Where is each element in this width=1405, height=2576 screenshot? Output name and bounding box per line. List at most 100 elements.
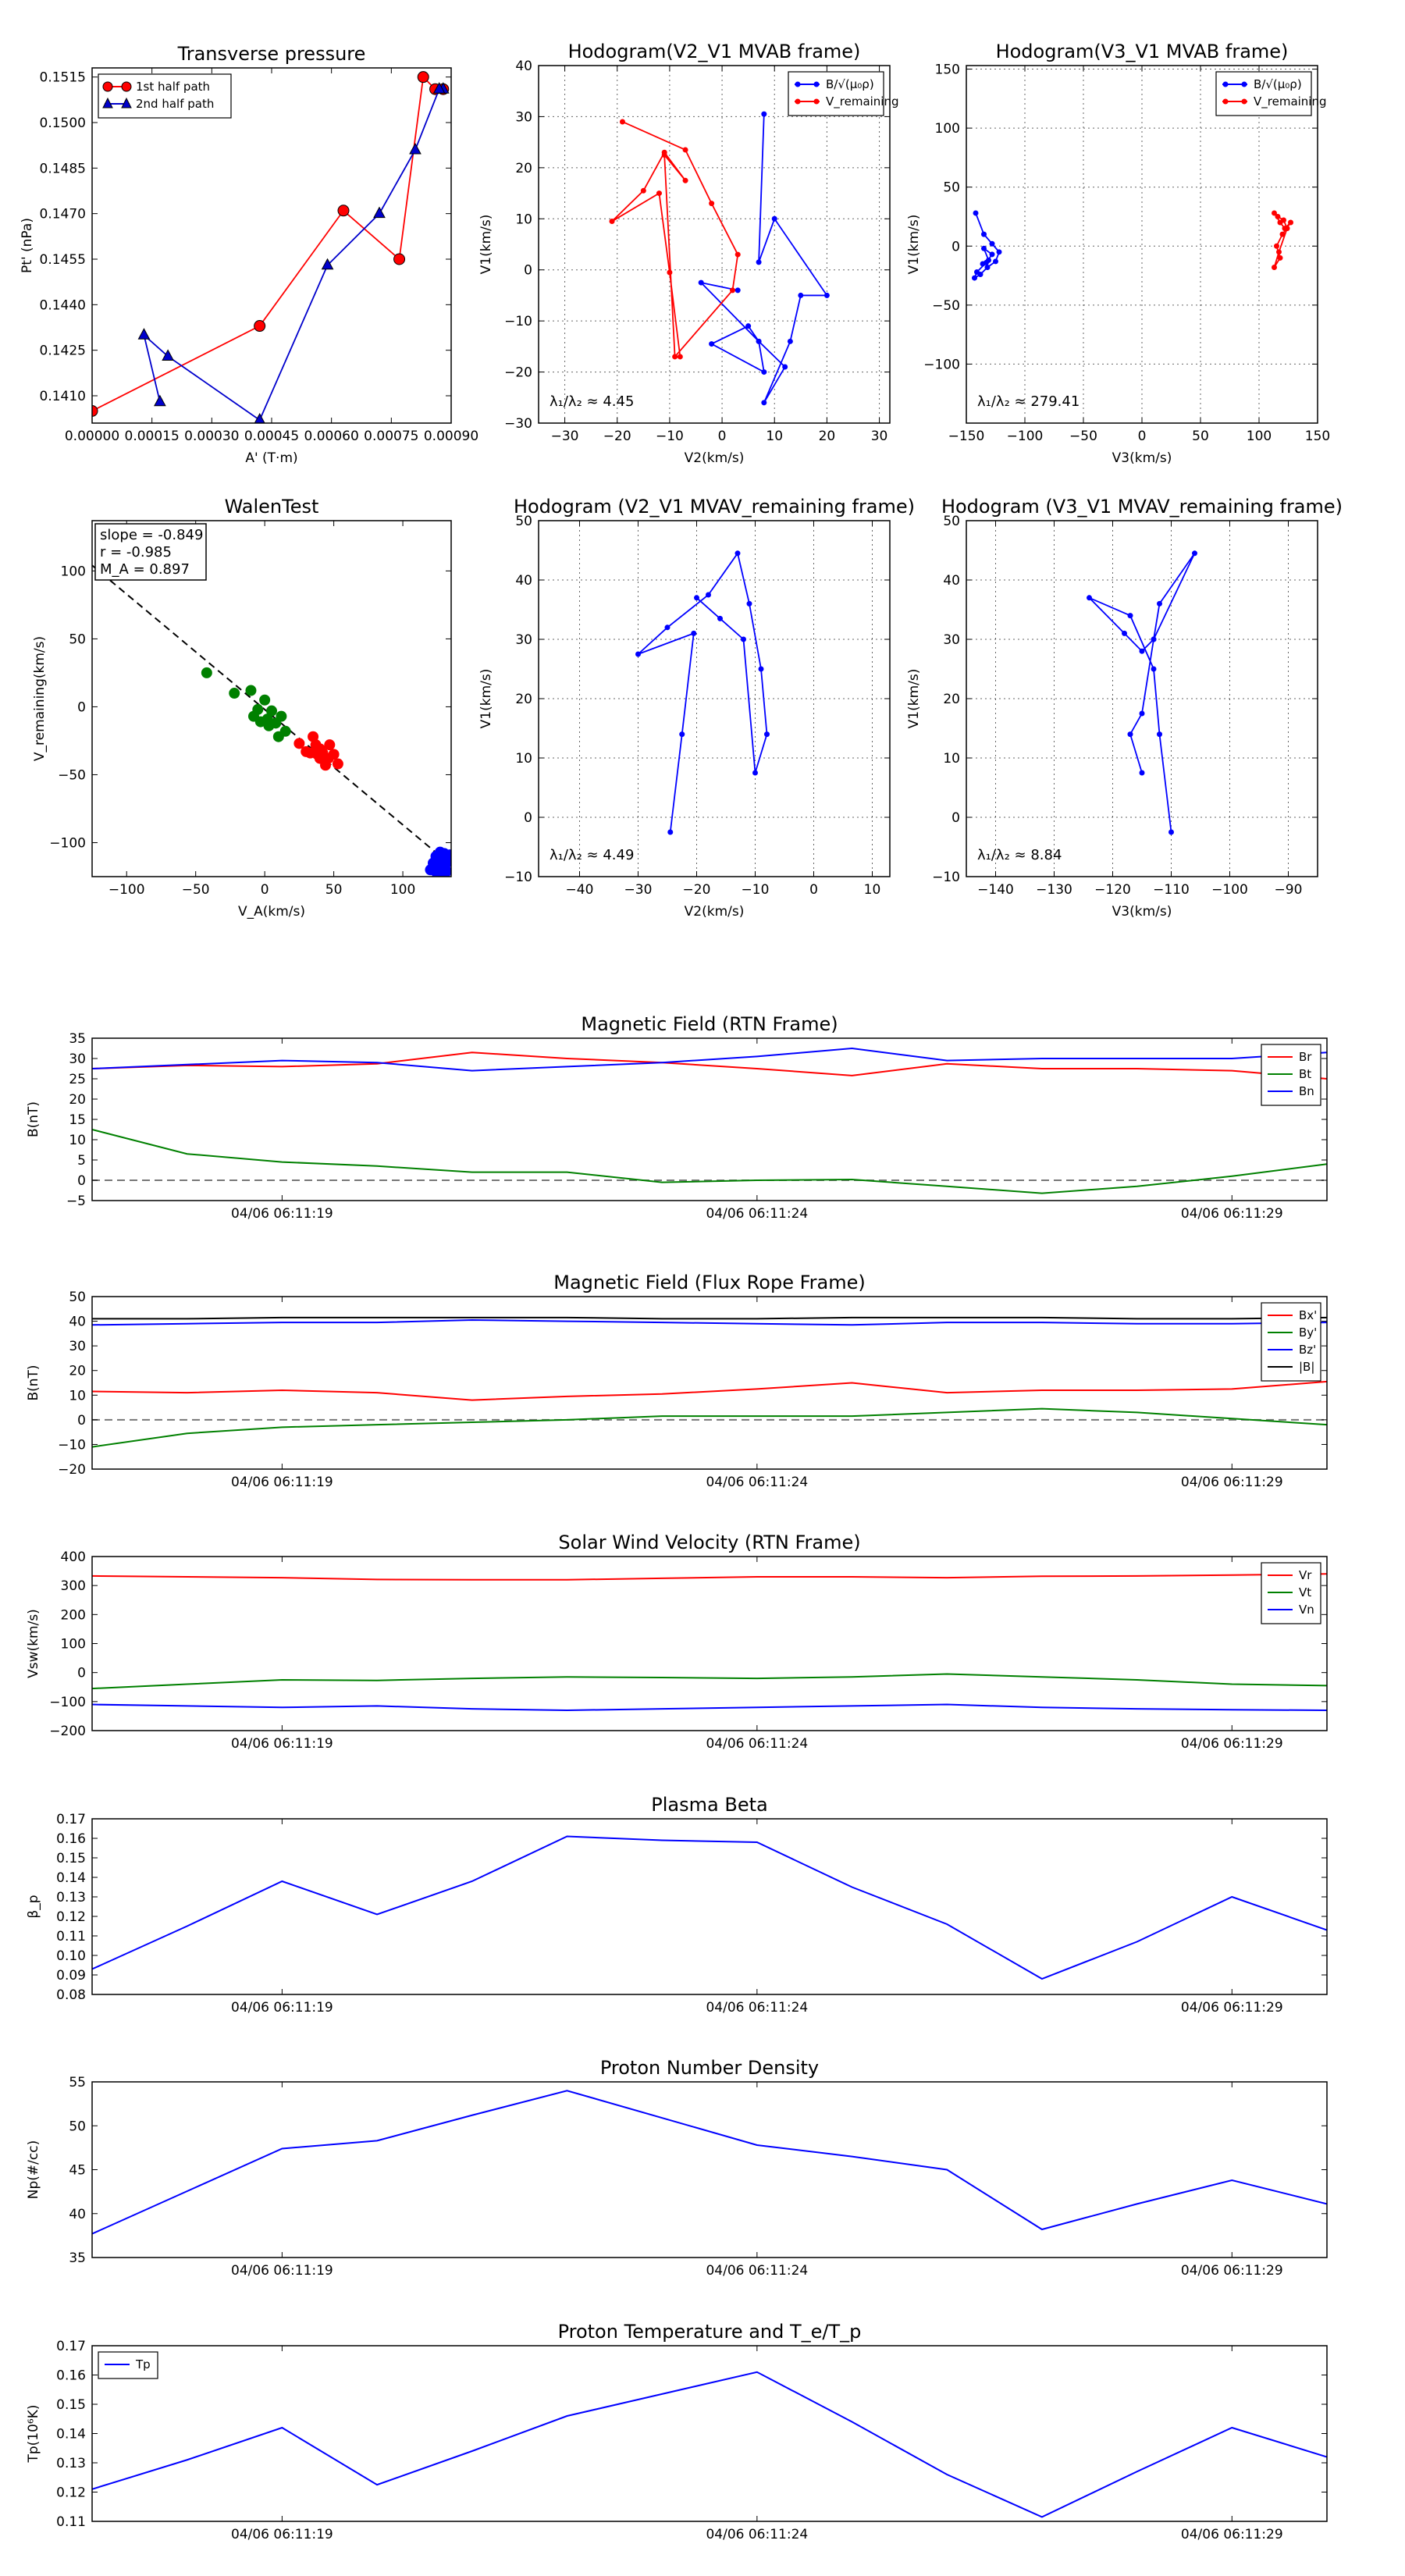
data-point	[1279, 231, 1286, 237]
y-axis-label: B(nT)	[26, 1364, 41, 1400]
chart-title: Hodogram(V3_V1 MVAB frame)	[996, 41, 1289, 62]
series-line-2	[92, 1703, 1327, 1711]
y-tick-label: 50	[943, 180, 960, 196]
x-tick-label: −20	[603, 429, 631, 444]
y-tick-label: 0.11	[56, 1929, 86, 1944]
chart-title: Solar Wind Velocity (RTN Frame)	[558, 1532, 860, 1553]
y-tick-label: −100	[49, 1695, 86, 1710]
data-point	[735, 251, 741, 258]
y-tick-label: −50	[58, 767, 86, 783]
x-axis-label: V_A(km/s)	[238, 904, 305, 920]
y-tick-label: 35	[69, 2250, 86, 2266]
x-tick-label: 04/06 06:11:29	[1181, 1736, 1283, 1752]
data-point	[682, 147, 688, 153]
chart-h2: Hodogram(V3_V1 MVAB frame) −150 −100 −50 0 50…	[906, 41, 1330, 466]
chart-title: Hodogram (V3_V1 MVAV_remaining frame)	[941, 496, 1343, 518]
walen-stat: r = -0.985	[100, 544, 172, 560]
data-point	[393, 253, 406, 265]
y-axis-label: Tp(10⁶K)	[26, 2404, 41, 2463]
legend-marker	[1222, 98, 1229, 105]
eigen-ratio-annotation: λ₁/λ₂ ≈ 8.84	[977, 847, 1062, 863]
y-tick-label: 0.16	[56, 1831, 86, 1847]
y-tick-label: 30	[515, 632, 532, 648]
data-point	[709, 201, 715, 207]
series-line-0	[92, 1573, 1327, 1581]
data-point	[691, 630, 697, 636]
data-point	[417, 71, 429, 84]
data-point	[321, 258, 334, 270]
data-point	[293, 738, 305, 749]
y-tick-label: 0.1440	[40, 297, 86, 313]
data-point	[252, 703, 264, 715]
x-axis-label: V3(km/s)	[1112, 450, 1172, 466]
x-tick-label: −30	[624, 882, 653, 898]
y-tick-label: 0.08	[56, 1987, 86, 2003]
legend-marker	[795, 98, 801, 105]
data-point	[677, 354, 683, 360]
axes-frame	[91, 1556, 1328, 1731]
data-point	[1157, 600, 1162, 607]
data-point	[201, 667, 212, 678]
x-tick-label: 04/06 06:11:29	[1181, 1206, 1283, 1222]
axes-frame	[966, 520, 1318, 877]
x-tick-label: 100	[1247, 429, 1272, 444]
walen-stats-box	[94, 523, 207, 581]
y-tick-label: 0	[524, 263, 532, 279]
x-axis-label: A' (T·m)	[245, 450, 297, 466]
y-axis-label: V_remaining(km/s)	[32, 636, 48, 761]
legend: B/√(μ₀ρ) V_remaining	[788, 71, 899, 116]
y-tick-label: −100	[49, 835, 86, 851]
series-line-0	[92, 2371, 1327, 2518]
y-tick-label: 0.10	[56, 1948, 86, 1964]
data-point	[980, 261, 986, 267]
axes-frame	[91, 520, 452, 877]
y-tick-label: 0.15	[56, 1851, 86, 1866]
plot-area	[92, 1573, 1327, 1711]
y-tick-label: 0.17	[56, 1812, 86, 1827]
y-tick-label: 0.1515	[40, 70, 86, 86]
y-tick-label: 0.17	[56, 2339, 86, 2354]
chart-walen: WalenTest −100 −50 0 50 100 −100 −50 0 50 100 V_A(k…	[32, 496, 452, 920]
data-point	[782, 364, 788, 370]
x-axis-label: V3(km/s)	[1112, 904, 1172, 920]
legend-marker	[813, 81, 820, 87]
axes-frame	[91, 1037, 1328, 1201]
eigen-ratio-annotation: λ₁/λ₂ ≈ 4.49	[550, 847, 634, 863]
data-point	[730, 287, 736, 294]
y-tick-label: 0.15	[56, 2397, 86, 2413]
y-tick-label: 0.1470	[40, 207, 86, 222]
y-tick-label: 0	[951, 239, 960, 254]
legend-label: Tp	[135, 2357, 151, 2371]
legend-label: Bn	[1299, 1084, 1314, 1098]
chart-title: Transverse pressure	[177, 43, 366, 65]
legend-box	[1215, 71, 1312, 116]
series-line-0	[92, 1051, 1327, 1080]
x-tick-label: 04/06 06:11:24	[706, 2263, 808, 2279]
data-point	[1168, 829, 1174, 835]
series-line-3	[92, 1316, 1327, 1320]
data-point	[1192, 550, 1197, 557]
legend-label: V_remaining	[1254, 94, 1327, 109]
data-point	[1151, 666, 1157, 672]
data-point	[276, 710, 287, 722]
y-tick-label: 10	[69, 1133, 86, 1148]
legend-marker	[121, 81, 132, 92]
plot-area	[92, 2090, 1327, 2235]
data-point	[709, 341, 715, 347]
y-tick-label: −5	[66, 1194, 86, 1209]
y-tick-label: −50	[932, 298, 960, 314]
x-tick-label: 100	[390, 882, 415, 898]
data-point	[373, 206, 386, 219]
data-point	[787, 338, 793, 344]
data-point	[667, 829, 674, 835]
data-point	[664, 624, 670, 631]
plot-area	[92, 1047, 1327, 1194]
data-point	[640, 187, 646, 194]
data-point	[996, 249, 1002, 255]
y-tick-label: 50	[69, 1290, 86, 1305]
x-tick-label: 04/06 06:11:19	[231, 2527, 333, 2542]
y-tick-label: 10	[69, 1388, 86, 1404]
data-point	[92, 404, 98, 417]
series-line-0	[92, 1835, 1327, 1980]
chart-title: Plasma Beta	[651, 1794, 767, 1816]
